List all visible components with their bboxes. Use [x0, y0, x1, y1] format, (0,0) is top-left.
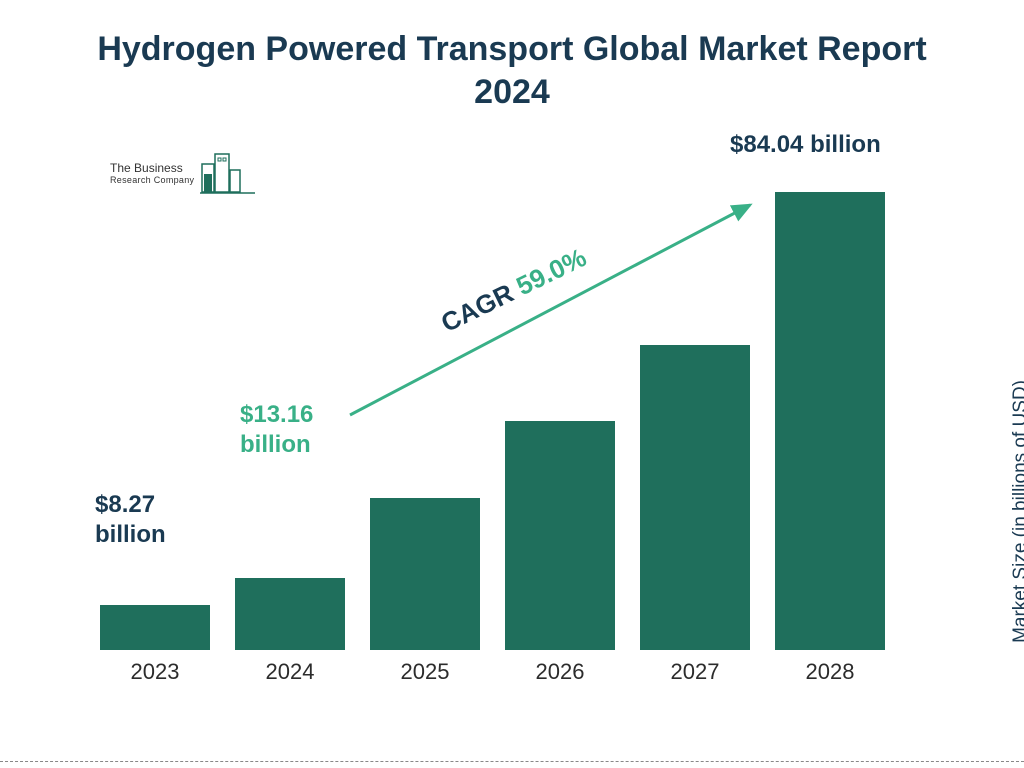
bar-2028 [775, 192, 885, 650]
y-axis-label: Market Size (in billions of USD) [1010, 380, 1024, 643]
chart-title: Hydrogen Powered Transport Global Market… [0, 0, 1024, 123]
bar-2023 [100, 605, 210, 650]
data-value-label: $8.27billion [95, 490, 166, 550]
bottom-divider [0, 761, 1024, 762]
bar-2024 [235, 578, 345, 650]
x-tick-label: 2023 [100, 659, 210, 685]
bar-2027 [640, 345, 750, 650]
x-tick-label: 2026 [505, 659, 615, 685]
bar-chart: CAGR 59.0% 202320242025202620272028$8.27… [90, 160, 910, 690]
bar-2026 [505, 421, 615, 650]
data-value-label: $13.16billion [240, 400, 313, 460]
data-value-label: $84.04 billion [730, 130, 881, 160]
x-tick-label: 2028 [775, 659, 885, 685]
x-tick-label: 2025 [370, 659, 480, 685]
bar-2025 [370, 498, 480, 650]
x-tick-label: 2027 [640, 659, 750, 685]
x-tick-label: 2024 [235, 659, 345, 685]
